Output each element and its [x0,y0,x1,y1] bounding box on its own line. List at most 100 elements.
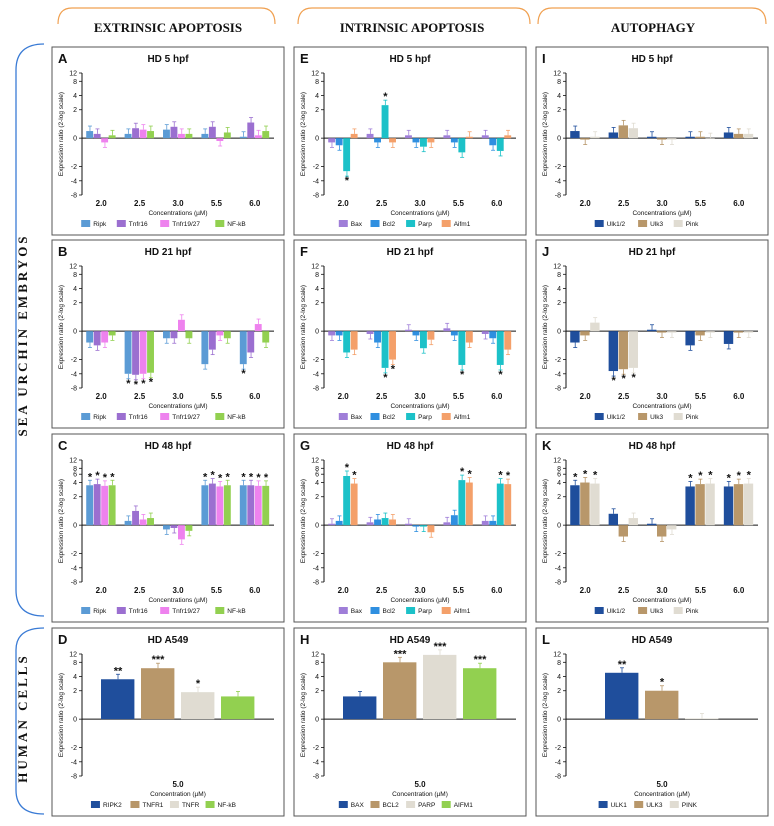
y-axis-label: Expression ratio (2-log scale) [300,92,307,176]
x-tick-label: 3.0 [172,586,184,595]
y-tick-label: 12 [69,71,77,78]
y-tick-label: -8 [555,386,561,393]
bar [450,138,458,143]
bar [743,331,754,333]
bar [108,331,116,336]
legend-swatch [594,607,604,614]
bar [427,331,435,340]
legend-label: Aifm1 [454,608,471,615]
bar [335,138,343,146]
bar [685,718,719,720]
legend-label: NF-kB [227,414,245,421]
bar [185,331,193,339]
bar [132,510,139,526]
panel-letter: E [300,51,309,66]
significance-star: * [660,677,665,689]
significance-star: *** [474,654,488,666]
y-tick-label: -4 [555,371,561,378]
y-tick-label: 12 [553,264,561,271]
legend-label: Bax [351,608,363,615]
legend-label: BAX [351,802,365,809]
x-tick-label: 2.5 [618,199,630,208]
bar [108,135,116,139]
x-tick-label: 6.0 [491,586,503,595]
bar [465,331,473,343]
bar [350,331,358,350]
x-tick-label: 2.5 [376,392,388,401]
legend-label: Aifm1 [454,414,471,421]
legend-label: NF-kB [227,221,245,228]
bar [647,136,657,139]
significance-star: * [593,470,598,482]
x-tick-label: 5.5 [211,392,223,401]
column-bracket [297,7,531,25]
y-tick-label: 2 [315,300,319,307]
bar [216,486,224,526]
y-tick-label: 8 [315,272,319,279]
y-tick-label: 6 [315,472,319,479]
legend-swatch [638,220,648,227]
y-tick-label: -8 [313,193,319,200]
bar [465,482,473,526]
x-axis-label: Concentrations (µM) [390,210,449,217]
bar [239,331,247,365]
bar [124,133,132,139]
legend-label: ULK1 [611,802,628,809]
legend-label: Tnfr16 [129,221,148,228]
legend-swatch [441,220,451,227]
legend-swatch [116,413,126,420]
bar [570,331,580,343]
y-tick-label: -4 [313,565,319,572]
y-tick-label: 2 [557,300,561,307]
panel-title: HD 5 hpf [389,54,431,65]
legend-swatch [215,220,225,227]
bar [389,331,396,360]
bar [618,525,628,537]
panel-letter: I [542,51,546,66]
x-tick-label: 6.0 [249,199,261,208]
y-axis-label: Expression ratio (2-log scale) [542,673,549,757]
legend-swatch [370,607,380,614]
y-tick-label: 4 [73,286,77,293]
bar [101,679,135,720]
panel-letter: G [300,438,310,453]
bar [343,331,351,353]
significance-star: * [383,372,388,384]
bar [93,331,101,346]
bar [93,484,101,526]
bar [496,331,504,365]
y-tick-label: 12 [311,652,319,659]
bar [163,129,170,139]
legend-swatch [160,220,170,227]
x-tick-label: 3.0 [656,199,668,208]
bar [458,331,466,365]
y-tick-label: 12 [553,652,561,659]
legend-swatch [215,413,225,420]
significance-star: * [149,377,154,389]
y-tick-label: -4 [71,759,77,766]
legend-swatch [406,413,416,420]
x-tick-label: 6.0 [249,586,261,595]
bar [343,696,377,720]
bar [350,483,358,526]
bar [450,331,458,336]
bar [458,138,466,153]
legend-swatch [441,607,451,614]
significance-star: * [110,471,115,483]
x-tick-label: 2.5 [134,199,146,208]
significance-star: * [583,469,588,481]
x-axis-label: Concentrations (µM) [390,403,449,410]
bar [412,138,420,143]
y-tick-label: -2 [71,745,77,752]
y-tick-label: -8 [71,193,77,200]
y-tick-label: -8 [313,386,319,393]
x-axis-label: Concentrations (µM) [148,597,207,604]
bar [666,525,677,530]
column-bracket [537,7,767,25]
significance-star: * [737,470,742,482]
y-tick-label: -8 [313,580,319,587]
significance-star: * [467,469,472,481]
